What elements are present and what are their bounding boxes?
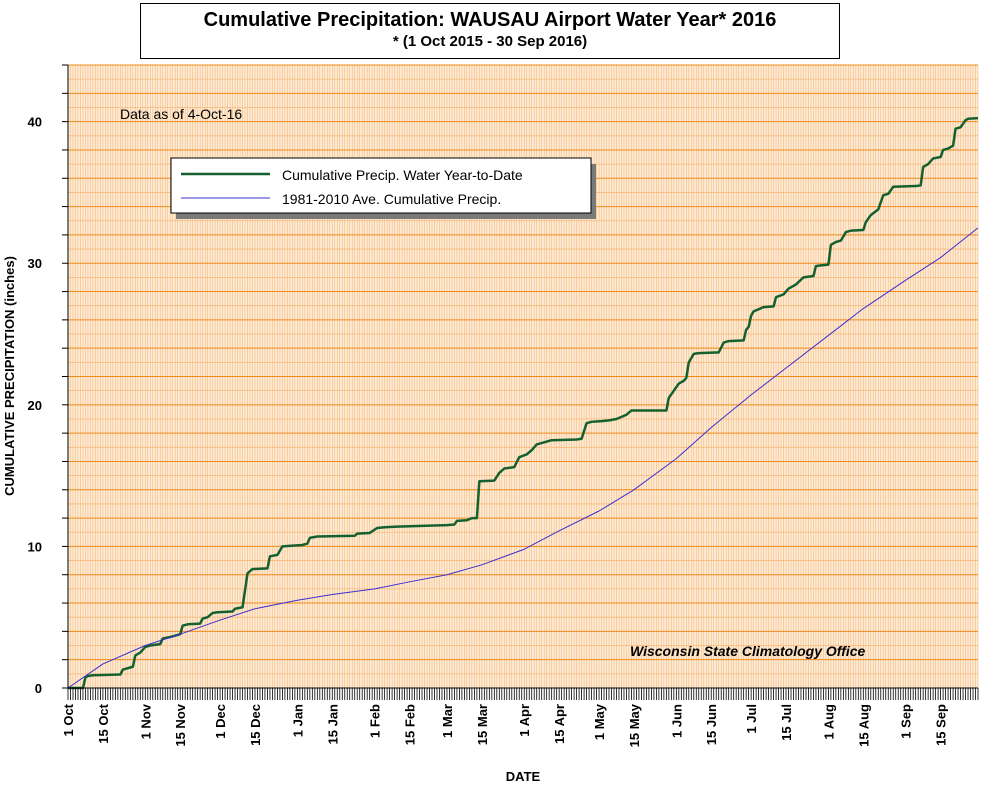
chart-subtitle: * (1 Oct 2015 - 30 Sep 2016) bbox=[392, 33, 588, 50]
y-tick-label: 30 bbox=[28, 256, 42, 271]
x-tick-label: 15 Apr bbox=[552, 704, 567, 744]
x-tick-label: 15 Aug bbox=[856, 704, 871, 747]
x-tick-label: 1 Jan bbox=[290, 704, 305, 737]
x-tick-label: 1 Mar bbox=[440, 704, 455, 738]
y-tick-label: 10 bbox=[28, 539, 42, 554]
data-as-of-note: Data as of 4-Oct-16 bbox=[120, 106, 242, 122]
x-tick-label: 15 Mar bbox=[475, 704, 490, 745]
horizontal-grid bbox=[68, 64, 978, 689]
y-tick-label: 0 bbox=[35, 681, 42, 696]
x-tick-label: 15 Sep bbox=[934, 704, 949, 746]
x-tick-label: 15 May bbox=[627, 703, 642, 747]
axes bbox=[62, 64, 979, 700]
x-tick-label: 15 Nov bbox=[173, 703, 188, 746]
legend: Cumulative Precip. Water Year-to-Date 19… bbox=[170, 157, 596, 219]
x-tick-label: 15 Jul bbox=[779, 704, 794, 741]
title-box: Cumulative Precipitation: WAUSAU Airport… bbox=[140, 3, 840, 59]
series-layer bbox=[67, 116, 979, 690]
x-tick-label: 15 Jan bbox=[325, 704, 340, 745]
x-tick-label: 15 Oct bbox=[96, 703, 111, 743]
chart-title: Cumulative Precipitation: WAUSAU Airport… bbox=[203, 9, 777, 31]
x-tick-labels: 1 Oct 15 Oct 1 Nov 15 Nov 1 Dec 15 Dec 1 Jan 15… bbox=[61, 703, 949, 747]
x-tick-label: 15 Feb bbox=[403, 704, 418, 745]
legend-label-normal: 1981-2010 Ave. Cumulative Precip. bbox=[282, 191, 501, 207]
series-line-normal bbox=[67, 227, 979, 689]
legend-label-actual: Cumulative Precip. Water Year-to-Date bbox=[282, 167, 523, 183]
y-tick-label: 20 bbox=[28, 398, 42, 413]
series-line-actual bbox=[68, 116, 979, 690]
x-tick-label: 1 Feb bbox=[368, 704, 383, 738]
credit-text: Wisconsin State Climatology Office bbox=[630, 643, 866, 659]
x-tick-label: 1 Oct bbox=[61, 703, 76, 736]
x-tick-label: 1 May bbox=[592, 703, 607, 740]
legend-box bbox=[170, 157, 592, 214]
y-tick-label: 40 bbox=[28, 115, 42, 130]
x-tick-label: 1 Aug bbox=[821, 704, 836, 740]
y-axis-title: CUMULATIVE PRECIPITATION (inches) bbox=[2, 256, 17, 496]
x-tick-label: 1 Sep bbox=[899, 704, 914, 739]
x-tick-label: 1 Jul bbox=[744, 704, 759, 734]
x-tick-label: 1 Jun bbox=[669, 704, 684, 738]
x-tick-label: 1 Apr bbox=[517, 704, 532, 737]
x-tick-label: 1 Nov bbox=[138, 703, 153, 739]
x-tick-label: 15 Jun bbox=[704, 704, 719, 745]
x-tick-label: 1 Dec bbox=[213, 704, 228, 739]
y-tick-labels: 0 10 20 30 40 bbox=[28, 115, 42, 696]
x-axis-title: DATE bbox=[506, 769, 541, 784]
x-tick-label: 15 Dec bbox=[248, 704, 263, 746]
